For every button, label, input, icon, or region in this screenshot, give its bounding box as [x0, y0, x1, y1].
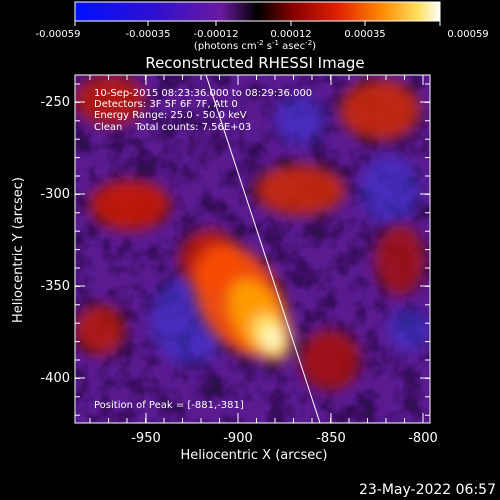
- colorbar-tick-label: -0.00012: [194, 29, 239, 40]
- y-tick-label: -300: [40, 187, 70, 202]
- peak-position-text: Position of Peak = [-881,-381]: [94, 400, 244, 411]
- x-tick-labels: -950 -900 -850 -800: [131, 431, 438, 446]
- colorbar-tick-label: -0.00059: [36, 29, 81, 40]
- emission-blob: [75, 75, 145, 125]
- y-axis-label: Heliocentric Y (arcsec): [11, 177, 26, 323]
- colorbar-gradient: [74, 1, 441, 22]
- blue-patch: [275, 95, 325, 145]
- colorbar-tick-label: 0.00059: [447, 29, 488, 40]
- x-tick-label: -900: [223, 431, 253, 446]
- colorbar-tick-label: 0.00035: [344, 29, 385, 40]
- emission-blob: [90, 180, 170, 230]
- footer-timestamp: 23-May-2022 06:57: [359, 482, 496, 498]
- image-info: 10-Sep-2015 08:23:36.000 to 08:29:36.000…: [94, 88, 312, 411]
- colorbar-tick-label: -0.00035: [126, 29, 171, 40]
- info-line: 10-Sep-2015 08:23:36.000 to 08:29:36.000: [94, 88, 312, 99]
- y-tick-labels: -250 -300 -350 -400: [40, 95, 70, 386]
- emission-blob: [255, 165, 345, 215]
- y-tick-label: -250: [40, 95, 70, 110]
- x-tick-label: -800: [408, 431, 438, 446]
- colorbar-ticks: [74, 21, 441, 26]
- solar-limb-line: [205, 75, 321, 423]
- colorbar-units: (photons cm-2 s-1 asec-2): [194, 39, 316, 52]
- x-tick-label: -850: [316, 431, 346, 446]
- y-tick-label: -350: [40, 279, 70, 294]
- blue-patch: [360, 155, 420, 225]
- emission-blob: [340, 80, 420, 140]
- rhessi-image: [75, 75, 430, 423]
- emission-blob: [300, 330, 360, 390]
- plot-frame: [74, 74, 431, 424]
- x-tick-label: -950: [131, 431, 161, 446]
- axis-ticks: [75, 75, 430, 423]
- image-emission: [75, 75, 425, 390]
- y-tick-label: -400: [40, 371, 70, 386]
- colorbar: -0.00059 -0.00035 -0.00012 0.00012 0.000…: [36, 1, 489, 52]
- plot-title: Reconstructed RHESSI Image: [145, 54, 364, 72]
- emission-blob: [375, 225, 425, 295]
- colorbar-tick-label: 0.00012: [270, 29, 311, 40]
- x-axis-label: Heliocentric X (arcsec): [181, 448, 328, 463]
- colorbar-tick-labels: -0.00059 -0.00035 -0.00012 0.00012 0.000…: [36, 29, 489, 40]
- info-line: Clean Total counts: 7.56E+03: [94, 122, 251, 133]
- emission-peak: [265, 329, 279, 347]
- emission-blob: [75, 305, 125, 355]
- blue-patch: [388, 308, 430, 352]
- info-line: Detectors: 3F 5F 6F 7F, Att 0: [94, 99, 238, 110]
- info-line: Energy Range: 25.0 - 50.0 keV: [94, 110, 247, 121]
